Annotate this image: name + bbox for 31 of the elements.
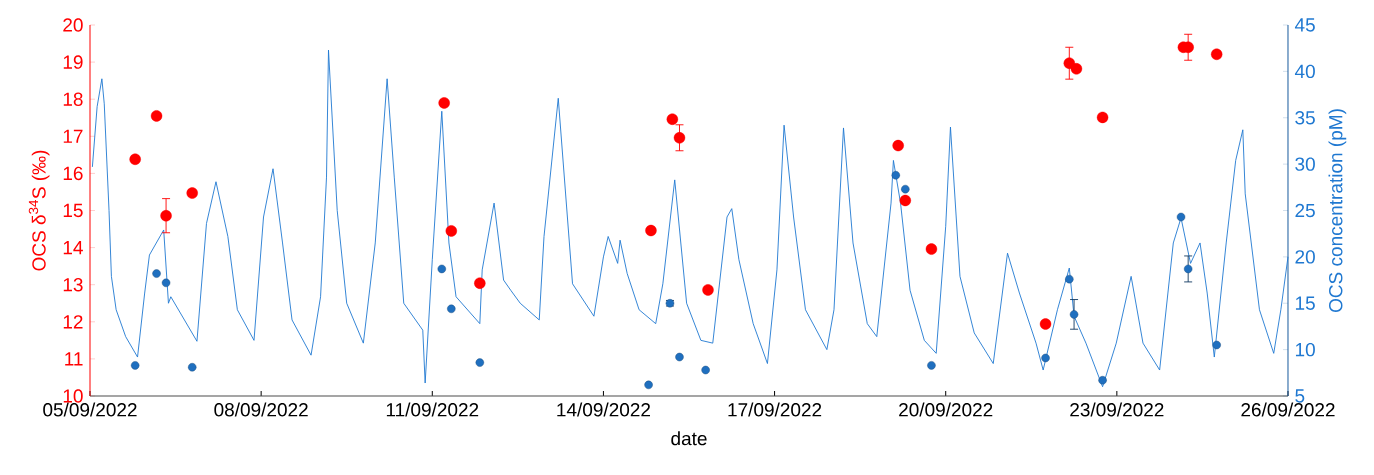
y2-tick-label: 45 bbox=[1294, 18, 1315, 32]
y-tick-label: 13 bbox=[63, 277, 83, 292]
x-tick-label: 20/09/2022 bbox=[899, 402, 993, 417]
x-tick-label: 11/09/2022 bbox=[386, 402, 479, 417]
y2-tick-label: 5 bbox=[1295, 389, 1305, 403]
x-tick-label: 17/09/2022 bbox=[728, 402, 822, 417]
x-tick-label: 05/09/2022 bbox=[43, 402, 137, 417]
x-axis-title: date bbox=[671, 431, 707, 446]
y-axis-title: OCS δ$^{34}$S (‰) bbox=[28, 150, 50, 271]
y2-tick-label: 30 bbox=[1295, 157, 1315, 171]
y2-tick-label: 40 bbox=[1294, 64, 1315, 79]
y-tick-label: 10 bbox=[63, 389, 83, 403]
y2-tick-label: 10 bbox=[1295, 342, 1315, 357]
y-tick-label: 14 bbox=[63, 241, 83, 255]
y-tick-label: 19 bbox=[63, 55, 83, 69]
y2-tick-label: 25 bbox=[1295, 203, 1315, 218]
y-tick-label: 15 bbox=[63, 203, 83, 218]
x-tick-label: 23/09/2022 bbox=[1070, 402, 1164, 417]
y-tick-label: 18 bbox=[63, 92, 83, 106]
y2-axis-title: OCS concentration (pM) bbox=[1328, 109, 1347, 313]
y2-tick-label: 35 bbox=[1295, 111, 1315, 125]
y2-tick-label: 15 bbox=[1295, 296, 1315, 310]
y2-tick-label: 20 bbox=[1295, 250, 1315, 264]
y-tick-label: 17 bbox=[63, 129, 83, 143]
x-tick-label: 26/09/2022 bbox=[1241, 402, 1335, 417]
y-tick-label: 11 bbox=[65, 352, 83, 366]
y-tick-label: 20 bbox=[63, 18, 83, 32]
y-tick-label: 16 bbox=[63, 166, 83, 181]
x-tick-label: 08/09/2022 bbox=[214, 402, 308, 417]
x-tick-label: 14/09/2022 bbox=[557, 402, 650, 417]
y-tick-label: 12 bbox=[63, 315, 83, 329]
